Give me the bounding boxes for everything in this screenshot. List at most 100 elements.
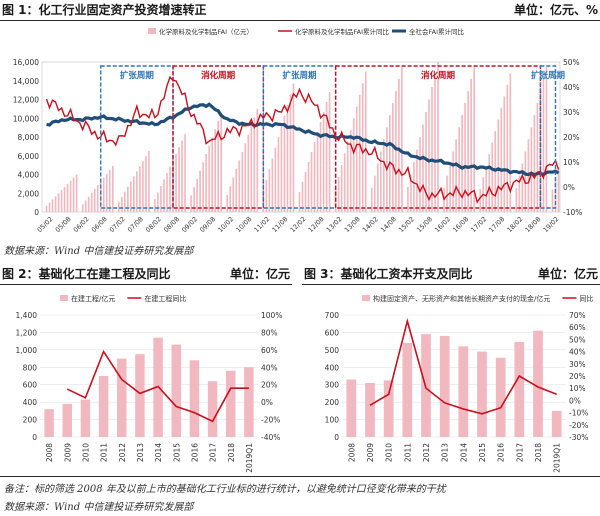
chart1-bar [325, 102, 328, 212]
chart1-bar [422, 124, 424, 212]
chart1-bar [241, 151, 244, 212]
chart1-bar [458, 127, 460, 212]
chart2-left-tick: 400 [23, 398, 38, 407]
chart1-right-tick: 20% [563, 133, 580, 142]
chart1-left-tick: 10,000 [13, 114, 39, 123]
chart1-bar [542, 78, 545, 212]
chart1-legend-label: 化学原料及化学制品FAI（亿元） [159, 27, 253, 36]
chart1-bar [127, 186, 129, 212]
chart1-bar [461, 115, 463, 212]
chart1-bar [485, 165, 488, 212]
chart1-bar [313, 142, 316, 212]
chart1-bar [304, 172, 307, 212]
chart1-bar [72, 177, 75, 212]
chart1-bar [319, 122, 322, 212]
chart2-bar [80, 399, 91, 437]
chart1-bar [133, 176, 135, 212]
chart2-bar [135, 354, 145, 437]
chart1-bar [437, 62, 439, 212]
chart1-bar [87, 196, 90, 212]
chart1-bar [419, 137, 421, 212]
chart1-bar [503, 96, 506, 212]
chart1-bar [205, 154, 207, 212]
chart3-x-tick: 2019Q1 [553, 443, 562, 473]
chart1-bar [157, 192, 159, 212]
chart2-bar [244, 367, 254, 437]
chart1-bar [160, 186, 162, 212]
chart1-bar [328, 92, 331, 212]
chart1-bar [166, 173, 168, 212]
chart1-bar [256, 108, 259, 212]
chart3-bar [383, 380, 394, 437]
chart1-x-tick: 12/02 [289, 215, 308, 234]
chart2-bar [171, 344, 181, 437]
chart3-right-tick: 70% [569, 311, 586, 320]
chart1-bar [355, 106, 358, 212]
chart2-left-tick: 0 [32, 433, 37, 442]
chart1-bar [346, 141, 349, 212]
chart2-x-tick: 2018 [227, 443, 236, 462]
chart1-x-tick: 05/02 [36, 215, 55, 234]
chart1-bar [145, 156, 147, 212]
chart1-right-tick: 50% [563, 58, 580, 67]
chart1-left-tick: 16,000 [13, 58, 39, 67]
figure1-source: 数据来源：Wind 中信建投证券研究发展部 [4, 246, 194, 257]
chart1-period-label: 消化周期 [421, 70, 456, 81]
chart1-bar [343, 153, 346, 212]
chart2-right-tick: 100% [261, 311, 282, 320]
chart1-bar [358, 94, 361, 212]
chart1-bar [178, 147, 180, 212]
chart3-left-tick: 0 [334, 433, 339, 442]
chart2-bar [117, 358, 127, 437]
chart3-x-tick: 2017 [515, 443, 524, 462]
chart1-bar [277, 137, 280, 212]
chart3-right-tick: 10% [569, 384, 586, 393]
figure3-title: 图 3：基础化工资本开支及同比 [304, 267, 473, 281]
chart3-bar [551, 410, 562, 437]
chart2-x-tick: 2010 [81, 443, 90, 462]
chart1-bar [136, 171, 138, 212]
chart1-bar [202, 162, 204, 212]
chart1-bar [395, 90, 397, 212]
note: 备注：标的筛选 2008 年及以前上市的基础化工行业标的进行统计，以避免统计口径… [4, 484, 446, 495]
chart1-bar [235, 169, 238, 212]
chart1-bar [283, 115, 286, 212]
chart3-legend-label: 同比 [579, 294, 593, 303]
chart2-right-tick: 60% [261, 346, 278, 355]
chart2-left-tick: 1,000 [16, 346, 38, 355]
chart1-bar [148, 151, 150, 212]
chart1-bar [163, 179, 165, 212]
chart3-right-tick: 40% [569, 348, 586, 357]
chart1-bar [530, 127, 533, 212]
chart1-right-tick: 10% [563, 158, 580, 167]
chart1-bar [69, 180, 72, 212]
chart1-bar [352, 118, 355, 212]
chart1-bar [229, 186, 232, 212]
chart2-legend-swatch [60, 295, 68, 301]
chart2-x-tick: 2016 [190, 443, 199, 462]
chart1-bar [117, 201, 120, 212]
chart1-x-tick: 06/02 [72, 215, 91, 234]
chart1-x-tick: 15/08 [415, 215, 434, 234]
chart1-bar [497, 119, 500, 212]
chart3-x-tick: 2013 [441, 443, 450, 462]
chart3-legend-swatch [362, 295, 370, 301]
chart1-bar [250, 126, 253, 212]
chart1-bar [307, 162, 310, 212]
chart1-bar [340, 165, 343, 212]
chart2-line-yoy [66, 349, 249, 423]
chart1-bar [467, 90, 469, 212]
figure3-header: 图 3：基础化工资本开支及同比 单位：亿元 [302, 264, 600, 285]
chart2-right-tick: 80% [261, 328, 278, 337]
chart1-bar [500, 107, 503, 212]
chart1-bar [361, 83, 364, 212]
chart1-bar [238, 160, 241, 212]
chart2: 0 200 400 600 800 1,000 1,200 1,400 -40% -20% 0% 20… [16, 294, 283, 473]
chart1-bar [488, 154, 491, 212]
chart1: 0 2,000 4,000 6,000 8,000 10,000 12,000 14,000 1… [13, 27, 583, 234]
chart1-bar [193, 187, 195, 212]
chart1-bar [301, 182, 304, 212]
chart1-bar [425, 112, 427, 212]
chart1-legend-label: 化学原料及化学制品FAI累计同比 [295, 27, 390, 36]
chart1-bar [401, 66, 403, 212]
